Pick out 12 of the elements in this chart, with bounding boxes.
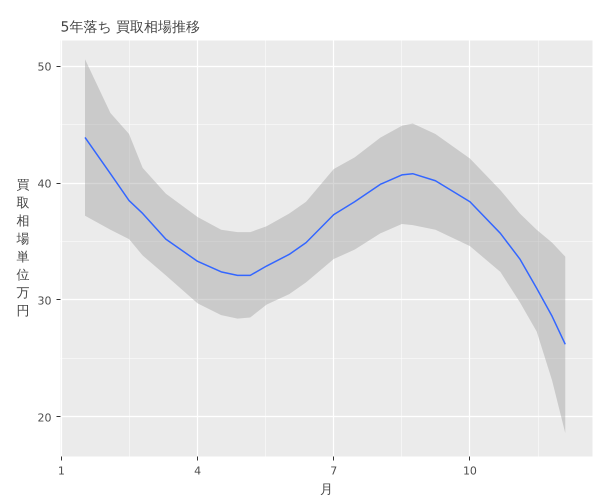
y-axis-title: 買取相場単位万円 bbox=[16, 178, 30, 319]
line-series bbox=[84, 136, 566, 346]
x-tick-label: 1 bbox=[58, 464, 65, 478]
x-tick-label: 7 bbox=[330, 464, 338, 478]
x-tick-label: 4 bbox=[194, 464, 202, 478]
x-tick-label: 10 bbox=[462, 464, 477, 478]
chart-title: 5年落ち 買取相場推移 bbox=[60, 20, 200, 36]
x-axis-title: 月 bbox=[320, 482, 333, 498]
y-tick-label: 50 bbox=[38, 60, 52, 74]
y-tick-label: 40 bbox=[38, 178, 52, 191]
y-tick-label: 30 bbox=[38, 294, 52, 308]
y-tick-label: 20 bbox=[38, 411, 52, 424]
